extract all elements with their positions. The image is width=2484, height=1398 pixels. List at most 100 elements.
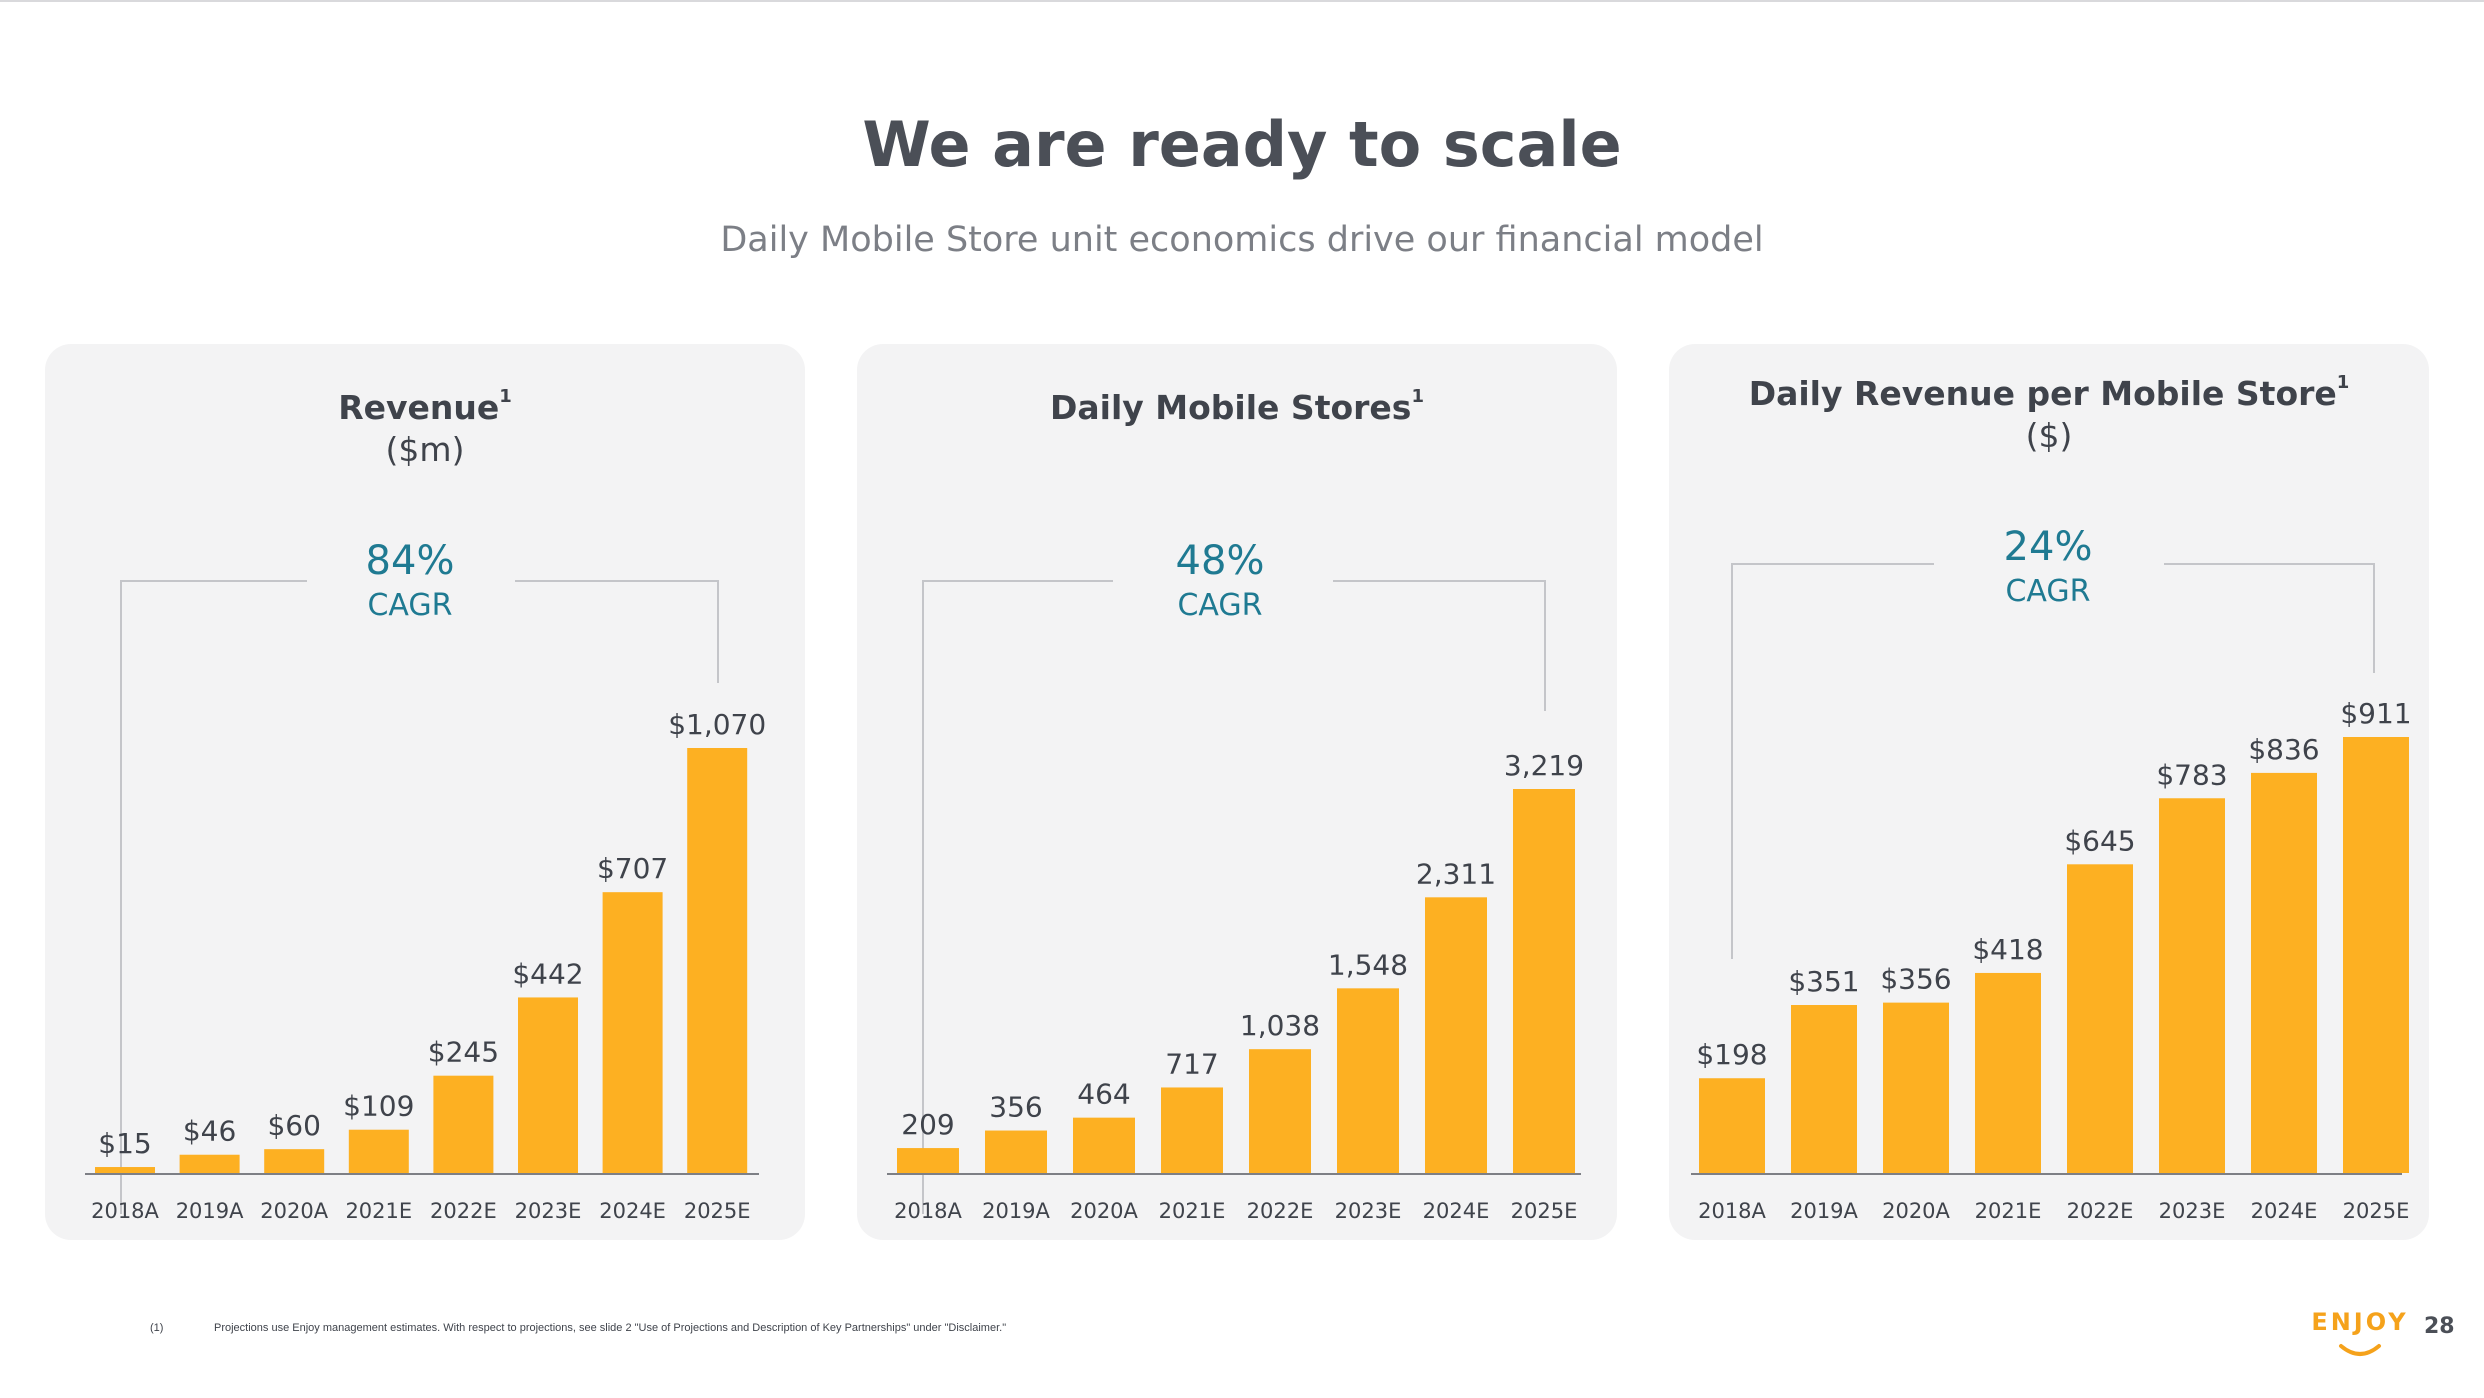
data-label-2022E: 1,038 [1240, 1009, 1320, 1042]
daily-mobile-stores-bar-chart: 209 2018A 356 2019A 464 2020A 717 2021E 1,038 202… [887, 580, 1584, 1223]
x-tick-label-2024E: 2024E [599, 1199, 666, 1223]
bar-2020A [1073, 1117, 1135, 1173]
panel-unit: ($) [2025, 416, 2073, 455]
panel-title: Daily Mobile Stores1 [1050, 386, 1424, 427]
x-tick-label-2023E: 2023E [1335, 1199, 1402, 1223]
top-divider [0, 0, 2484, 2]
data-label-2024E: $707 [597, 852, 668, 885]
x-tick-label-2020A: 2020A [260, 1199, 328, 1223]
x-tick-label-2022E: 2022E [430, 1199, 497, 1223]
data-label-2024E: 2,311 [1416, 857, 1496, 890]
x-tick-label-2018A: 2018A [894, 1199, 962, 1223]
x-tick-label-2020A: 2020A [1070, 1199, 1138, 1223]
data-label-2018A: $198 [1696, 1038, 1767, 1071]
bar-2023E [2159, 798, 2225, 1173]
x-tick-label-2024E: 2024E [2251, 1199, 2318, 1223]
data-label-2020A: $60 [267, 1109, 320, 1142]
bar-2022E [2067, 864, 2133, 1173]
x-tick-label-2019A: 2019A [1790, 1199, 1858, 1223]
x-tick-label-2019A: 2019A [982, 1199, 1050, 1223]
x-tick-label-2024E: 2024E [1423, 1199, 1490, 1223]
data-label-2023E: $442 [512, 957, 583, 990]
data-label-2018A: 209 [901, 1108, 954, 1141]
x-tick-label-2021E: 2021E [1975, 1199, 2042, 1223]
bar-2024E [602, 892, 663, 1173]
bar-2021E [348, 1129, 409, 1173]
cagr-value: 48% [1175, 538, 1265, 584]
smile-icon [2339, 1344, 2381, 1356]
data-label-2025E: 3,219 [1504, 749, 1584, 782]
cagr-value: 24% [2003, 524, 2093, 570]
cagr-label: CAGR [2005, 574, 2091, 609]
x-tick-label-2020A: 2020A [1882, 1199, 1950, 1223]
x-tick-label-2018A: 2018A [91, 1199, 159, 1223]
bar-2020A [264, 1149, 325, 1173]
data-label-2025E: $911 [2340, 697, 2411, 730]
data-label-2021E: $418 [1972, 933, 2043, 966]
data-label-2021E: 717 [1165, 1047, 1218, 1080]
x-tick-label-2025E: 2025E [684, 1199, 751, 1223]
bar-2022E [433, 1075, 494, 1173]
bar-2025E [687, 748, 748, 1173]
x-tick-label-2021E: 2021E [345, 1199, 412, 1223]
data-label-2021E: $109 [343, 1090, 414, 1123]
cagr-bracket [1731, 563, 2375, 959]
footnote-superscript: 1 [2336, 372, 2350, 393]
slide-title: We are ready to scale [862, 108, 1622, 181]
daily-revenue-per-store-bar-chart: $198 2018A $351 2019A $356 2020A $418 2021E $645… [1691, 563, 2412, 1223]
cagr-label: CAGR [1177, 588, 1263, 623]
cagr-bracket [120, 580, 719, 1214]
cagr-bracket [922, 580, 1546, 1214]
data-label-2024E: $836 [2248, 733, 2319, 766]
bar-2018A [897, 1148, 959, 1173]
bar-2019A [985, 1130, 1047, 1173]
bar-2025E [1513, 789, 1575, 1173]
daily-revenue-per-store-chart-panel: Daily Revenue per Mobile Store1 ($) $198… [1669, 344, 2429, 1240]
data-label-2025E: $1,070 [668, 708, 766, 741]
footnote-text: Projections use Enjoy management estimat… [214, 1322, 1007, 1334]
data-label-2020A: 464 [1077, 1078, 1130, 1111]
x-tick-label-2022E: 2022E [1247, 1199, 1314, 1223]
footnote-superscript: 1 [499, 386, 512, 407]
panel-title: Revenue1 [338, 386, 512, 427]
revenue-bar-chart: $15 2018A $46 2019A $60 2020A $109 2021E $245 202… [85, 580, 766, 1223]
data-label-2019A: $46 [183, 1115, 236, 1148]
x-tick-label-2019A: 2019A [176, 1199, 244, 1223]
bar-2024E [1425, 897, 1487, 1173]
data-label-2022E: $245 [428, 1036, 499, 1069]
x-tick-label-2025E: 2025E [2343, 1199, 2410, 1223]
bar-2018A [95, 1167, 155, 1173]
revenue-chart-panel: Revenue1 ($m) $15 2018A $46 2019A $60 2020A $1… [45, 344, 805, 1240]
data-label-2020A: $356 [1880, 963, 1951, 996]
bar-2021E [1161, 1087, 1223, 1173]
data-label-2023E: $783 [2156, 758, 2227, 791]
bar-2019A [179, 1154, 240, 1173]
cagr-label: CAGR [367, 588, 453, 623]
bar-2022E [1249, 1049, 1311, 1173]
bar-2018A [1699, 1078, 1765, 1173]
data-label-2022E: $645 [2064, 824, 2135, 857]
x-tick-label-2023E: 2023E [2159, 1199, 2226, 1223]
footnote-superscript: 1 [1411, 386, 1424, 407]
bar-2023E [1337, 988, 1399, 1173]
x-tick-label-2018A: 2018A [1698, 1199, 1766, 1223]
data-label-2023E: 1,548 [1328, 948, 1408, 981]
bar-2024E [2251, 772, 2317, 1173]
data-label-2019A: $351 [1788, 965, 1859, 998]
x-tick-label-2022E: 2022E [2067, 1199, 2134, 1223]
bar-2025E [2343, 737, 2409, 1173]
bar-2021E [1975, 972, 2041, 1173]
logo-wordmark: ENJOY [2311, 1308, 2409, 1336]
page-number: 28 [2424, 1314, 2455, 1339]
panel-unit: ($m) [385, 430, 465, 469]
data-label-2019A: 356 [989, 1091, 1042, 1124]
slide-subtitle: Daily Mobile Store unit economics drive … [720, 220, 1764, 260]
data-label-2018A: $15 [98, 1127, 151, 1160]
daily-mobile-stores-chart-panel: Daily Mobile Stores1 209 2018A 356 2019A 464… [857, 344, 1617, 1240]
enjoy-logo: ENJOY [2310, 1308, 2420, 1368]
x-tick-label-2021E: 2021E [1159, 1199, 1226, 1223]
x-tick-label-2023E: 2023E [515, 1199, 582, 1223]
footnote-marker: (1) [150, 1322, 164, 1334]
bar-2019A [1791, 1005, 1857, 1173]
panel-title: Daily Revenue per Mobile Store1 [1748, 372, 2350, 413]
